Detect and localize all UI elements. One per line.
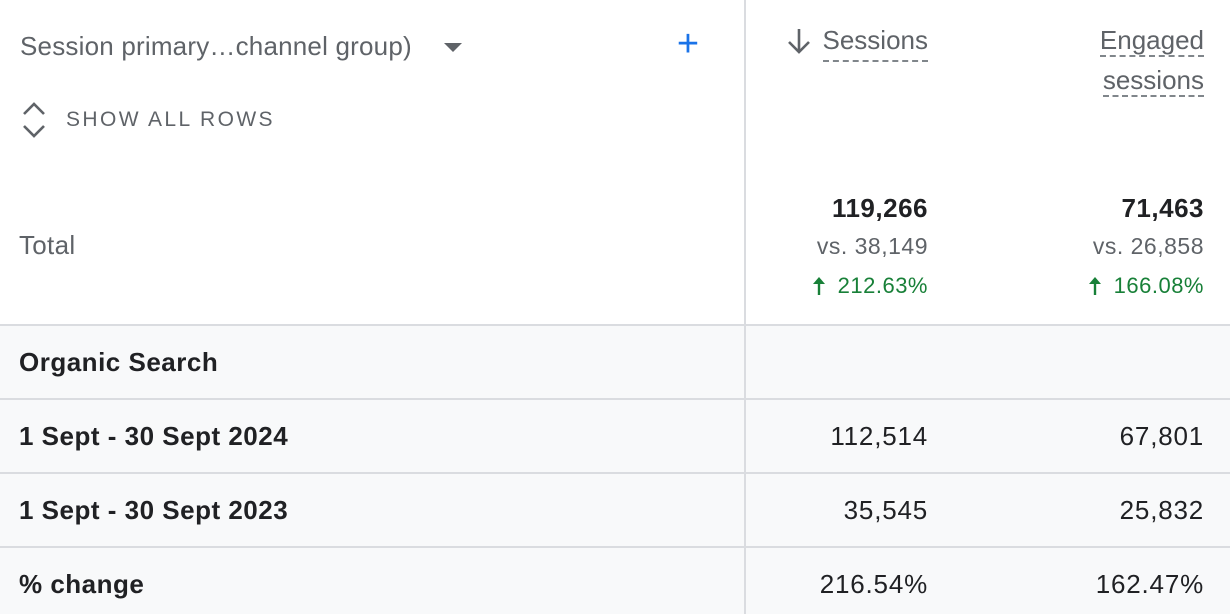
column-divider (744, 326, 746, 398)
engaged-total-change: 166.08% (1088, 266, 1204, 306)
table-row[interactable]: % change 216.54% 162.47% (0, 546, 1230, 614)
row-label: Organic Search (19, 347, 219, 377)
add-dimension-button[interactable]: + (676, 23, 700, 65)
expand-collapse-icon (23, 102, 45, 138)
arrow-up-icon (812, 277, 825, 295)
row-sessions-value: 35,545 (843, 495, 928, 525)
row-label: 1 Sept - 30 Sept 2024 (19, 421, 289, 451)
row-sessions-value: 112,514 (830, 421, 928, 451)
show-all-rows-label: SHOW ALL ROWS (66, 108, 275, 131)
column-divider (744, 474, 746, 546)
row-engaged-value: 67,801 (1119, 421, 1204, 451)
table-row[interactable]: 1 Sept - 30 Sept 2023 35,545 25,832 (0, 472, 1230, 546)
sessions-total-change: 212.63% (812, 266, 928, 306)
engaged-header-label-line2: sessions (1102, 65, 1204, 97)
sessions-header-label: Sessions (822, 20, 928, 62)
sessions-column-header[interactable]: Sessions (787, 20, 928, 62)
engaged-total-compare: vs. 26,858 (1092, 233, 1204, 259)
show-all-rows-button[interactable]: SHOW ALL ROWS (20, 100, 275, 140)
table-row[interactable]: 1 Sept - 30 Sept 2024 112,514 67,801 (0, 398, 1230, 472)
arrow-up-icon (1088, 277, 1101, 295)
row-sessions-value: 216.54% (819, 569, 928, 599)
row-label: 1 Sept - 30 Sept 2023 (19, 495, 289, 525)
engaged-sessions-column-header[interactable]: Engaged sessions (1004, 20, 1204, 100)
arrow-down-icon (787, 29, 810, 54)
row-label: % change (19, 569, 145, 599)
dropdown-arrow-icon (443, 42, 462, 52)
engaged-change-value: 166.08% (1113, 273, 1204, 298)
engaged-header-label-line1: Engaged (1099, 25, 1204, 57)
sessions-change-value: 212.63% (837, 273, 928, 298)
row-engaged-value: 162.47% (1095, 569, 1204, 599)
dimension-label: Session primary…channel group) (20, 30, 412, 61)
table-row[interactable]: Organic Search (0, 324, 1230, 398)
engaged-total-value: 71,463 (1121, 193, 1204, 223)
column-divider (744, 400, 746, 472)
sessions-total-compare: vs. 38,149 (816, 233, 928, 259)
dimension-selector[interactable]: Session primary…channel group) (20, 28, 462, 64)
row-engaged-value: 25,832 (1119, 495, 1204, 525)
engaged-total: 71,463 vs. 26,858 166.08% (1088, 190, 1204, 306)
column-divider (744, 548, 746, 614)
sessions-total-value: 119,266 (831, 193, 928, 223)
column-divider (744, 0, 746, 614)
total-label: Total (19, 230, 76, 260)
sessions-total: 119,266 vs. 38,149 212.63% (812, 190, 928, 306)
